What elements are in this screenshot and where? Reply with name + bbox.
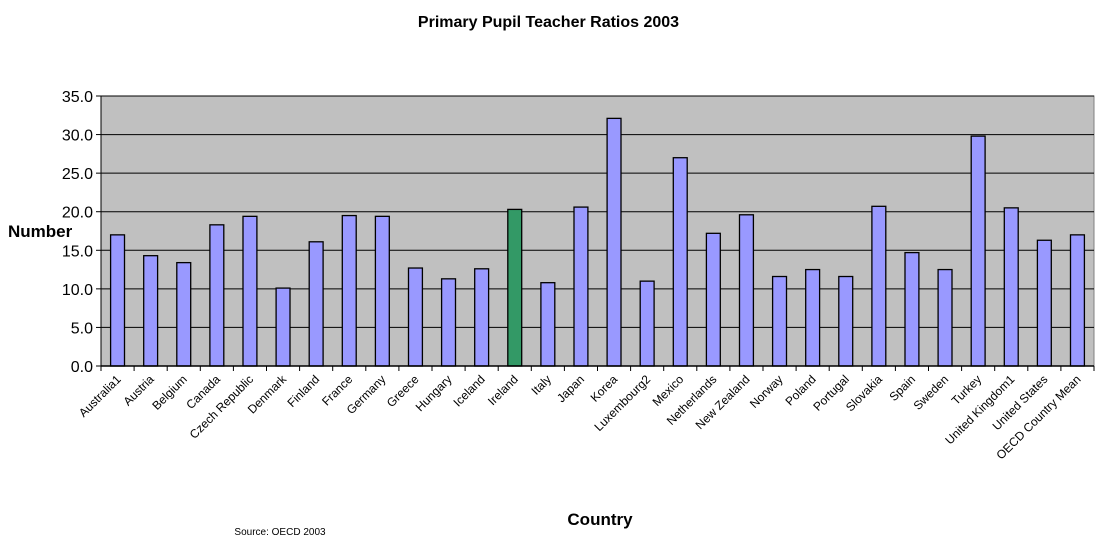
y-tick-label: 15.0 [62, 243, 93, 260]
bar-belgium [176, 261, 192, 367]
bar-czech-republic [242, 215, 258, 367]
bar-portugal [838, 275, 854, 367]
x-tick-label: Japan [554, 372, 587, 405]
bar-australia1 [109, 234, 126, 367]
x-tick-label: Finland [285, 372, 323, 410]
bar-new-zealand [738, 214, 755, 367]
bar-denmark [275, 287, 291, 367]
bar-united-kingdom1 [1003, 207, 1019, 367]
x-axis-label: Country [567, 510, 633, 529]
bar-greece [407, 267, 424, 367]
bar-iceland [474, 268, 490, 367]
bar-luxembourg2 [639, 280, 655, 367]
x-tick-label: Hungary [413, 372, 455, 414]
source-note: Source: OECD 2003 [234, 527, 326, 538]
y-tick-label: 20.0 [62, 205, 93, 222]
bar-norway [771, 275, 788, 367]
chart-title: Primary Pupil Teacher Ratios 2003 [417, 14, 680, 31]
bar-hungary [440, 278, 457, 367]
x-tick-label: Slovakia [843, 372, 885, 414]
y-tick-label: 0.0 [71, 359, 93, 376]
bar-japan [573, 206, 589, 367]
x-tick-label: Ireland [485, 372, 521, 408]
bar-united-states [1036, 239, 1052, 367]
bar-france [341, 214, 357, 367]
y-tick-label: 30.0 [62, 128, 93, 145]
bar-sweden [937, 268, 953, 367]
bar-netherlands [705, 232, 721, 367]
y-tick-label: 25.0 [62, 166, 93, 183]
y-tick-label: 10.0 [62, 282, 93, 299]
bar-spain [904, 251, 920, 367]
y-tick-label: 5.0 [71, 320, 93, 337]
x-tick-label: Sweden [911, 372, 952, 413]
bar-poland [805, 268, 821, 367]
x-tick-label: Australia1 [76, 372, 124, 420]
bar-ireland [507, 208, 523, 367]
x-tick-label: Norway [747, 372, 786, 411]
gridlines [101, 95, 1094, 328]
bar-austria [143, 255, 159, 367]
bar-mexico [672, 157, 688, 367]
x-tick-label: Iceland [451, 372, 488, 409]
y-tick-label: 35.0 [62, 89, 93, 106]
bars [109, 117, 1086, 367]
bar-korea [606, 117, 622, 367]
plot-area [100, 95, 1095, 367]
y-axis-label: Number [8, 222, 73, 241]
bar-italy [540, 282, 556, 367]
bar-germany [374, 215, 390, 367]
x-tick-label: Belgium [149, 372, 190, 413]
bar-finland [308, 241, 324, 367]
bar-oecd-country-mean [1069, 234, 1086, 367]
bar-slovakia [871, 205, 887, 367]
x-tick-label: Italy [529, 372, 554, 397]
bar-canada [209, 224, 225, 367]
bar-turkey [970, 135, 986, 367]
